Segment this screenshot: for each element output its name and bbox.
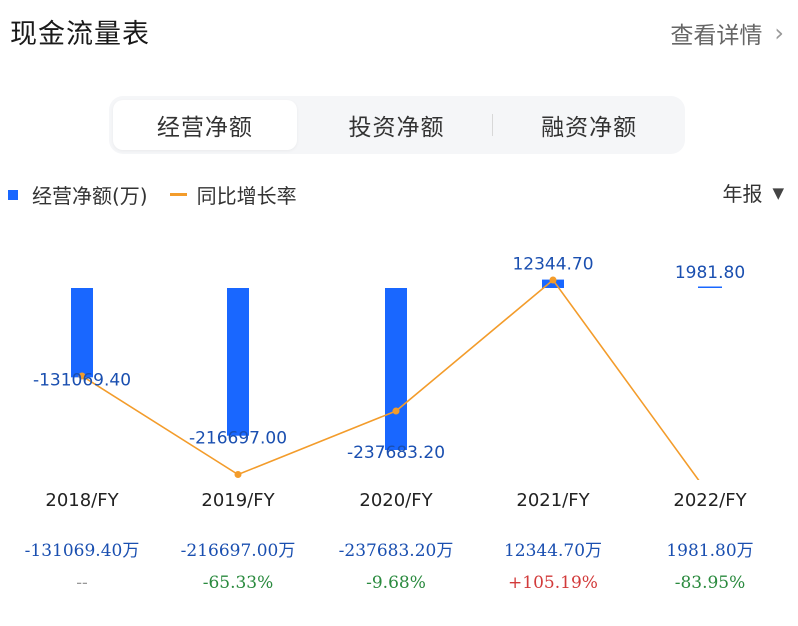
- bar-labels-layer: -131069.40 -216697.00 -237683.20 12344.70 19…: [33, 255, 745, 463]
- year-axis: 2018/FY 2019/FY 2020/FY 2021/FY 2022/FY: [0, 490, 798, 520]
- rate-point-2021/FY: [549, 276, 557, 284]
- year-label: 2020/FY: [359, 490, 433, 511]
- bar-2019/FY: [227, 288, 249, 436]
- bar-2021/FY: [542, 279, 564, 288]
- bar-2018/FY: [71, 288, 93, 378]
- year-label: 2021/FY: [516, 490, 590, 511]
- bar-label-2020/FY: -237683.20: [347, 443, 445, 463]
- value-cell: -131069.40万: [24, 541, 140, 561]
- tab-financing[interactable]: 融资净额: [541, 115, 638, 141]
- points-layer: [78, 276, 557, 479]
- value-cell: -237683.20万: [338, 541, 454, 561]
- value-cell: -216697.00万: [180, 541, 296, 561]
- chevron-right-icon: ›: [774, 19, 784, 47]
- rate-cell: --: [76, 573, 88, 593]
- page-title: 现金流量表: [10, 19, 150, 50]
- bar-legend-label: 经营净额(万): [32, 184, 148, 208]
- period-select[interactable]: 年报 ▼: [722, 178, 784, 207]
- rate-point-2018/FY: [78, 372, 86, 380]
- rate-point-2020/FY: [392, 407, 400, 415]
- rate-cell: -9.68%: [366, 573, 426, 593]
- rate-point-2019/FY: [234, 471, 242, 479]
- tab-divider: [492, 114, 494, 136]
- rate-cell: -65.33%: [202, 573, 274, 593]
- year-label: 2022/FY: [673, 490, 747, 511]
- bar-legend-swatch: [8, 189, 18, 200]
- caret-down-icon: ▼: [772, 183, 784, 202]
- cashflow-tabs: 经营净额 投资净额 融资净额: [109, 96, 685, 154]
- tab-investing[interactable]: 投资净额: [348, 115, 445, 141]
- period-select-value: 年报: [722, 182, 763, 206]
- value-cell: 1981.80万: [666, 541, 754, 561]
- bars-layer: [71, 279, 722, 450]
- tab-operating[interactable]: 经营净额: [113, 100, 297, 150]
- year-label: 2019/FY: [201, 490, 275, 511]
- view-details-link[interactable]: 查看详情 ›: [670, 16, 784, 50]
- bar-2022/FY: [698, 286, 722, 288]
- bar-label-2019/FY: -216697.00: [189, 429, 287, 449]
- value-row: -131069.40万 -216697.00万 -237683.20万 12344.7…: [0, 536, 798, 564]
- rate-cell: -83.95%: [674, 573, 746, 593]
- line-legend-swatch: [169, 193, 187, 196]
- line-legend-label: 同比增长率: [196, 184, 297, 208]
- view-details-label: 查看详情: [670, 23, 763, 49]
- bar-label-2021/FY: 12344.70: [512, 255, 593, 275]
- rate-row: -- -65.33% -9.68% +105.19% -83.95%: [0, 573, 798, 599]
- bar-label-2022/FY: 1981.80: [675, 263, 745, 283]
- rate-cell: +105.19%: [508, 573, 598, 593]
- value-cell: 12344.70万: [503, 541, 603, 561]
- chart-legend: 经营净额(万) 同比增长率: [8, 180, 297, 209]
- card-header: 现金流量表 查看详情 ›: [0, 0, 798, 70]
- bar-2020/FY: [385, 288, 407, 450]
- bar-label-2018/FY: -131069.40: [33, 370, 131, 390]
- year-label: 2018/FY: [45, 490, 119, 511]
- cashflow-chart: -131069.40 -216697.00 -237683.20 12344.70 19…: [33, 255, 745, 480]
